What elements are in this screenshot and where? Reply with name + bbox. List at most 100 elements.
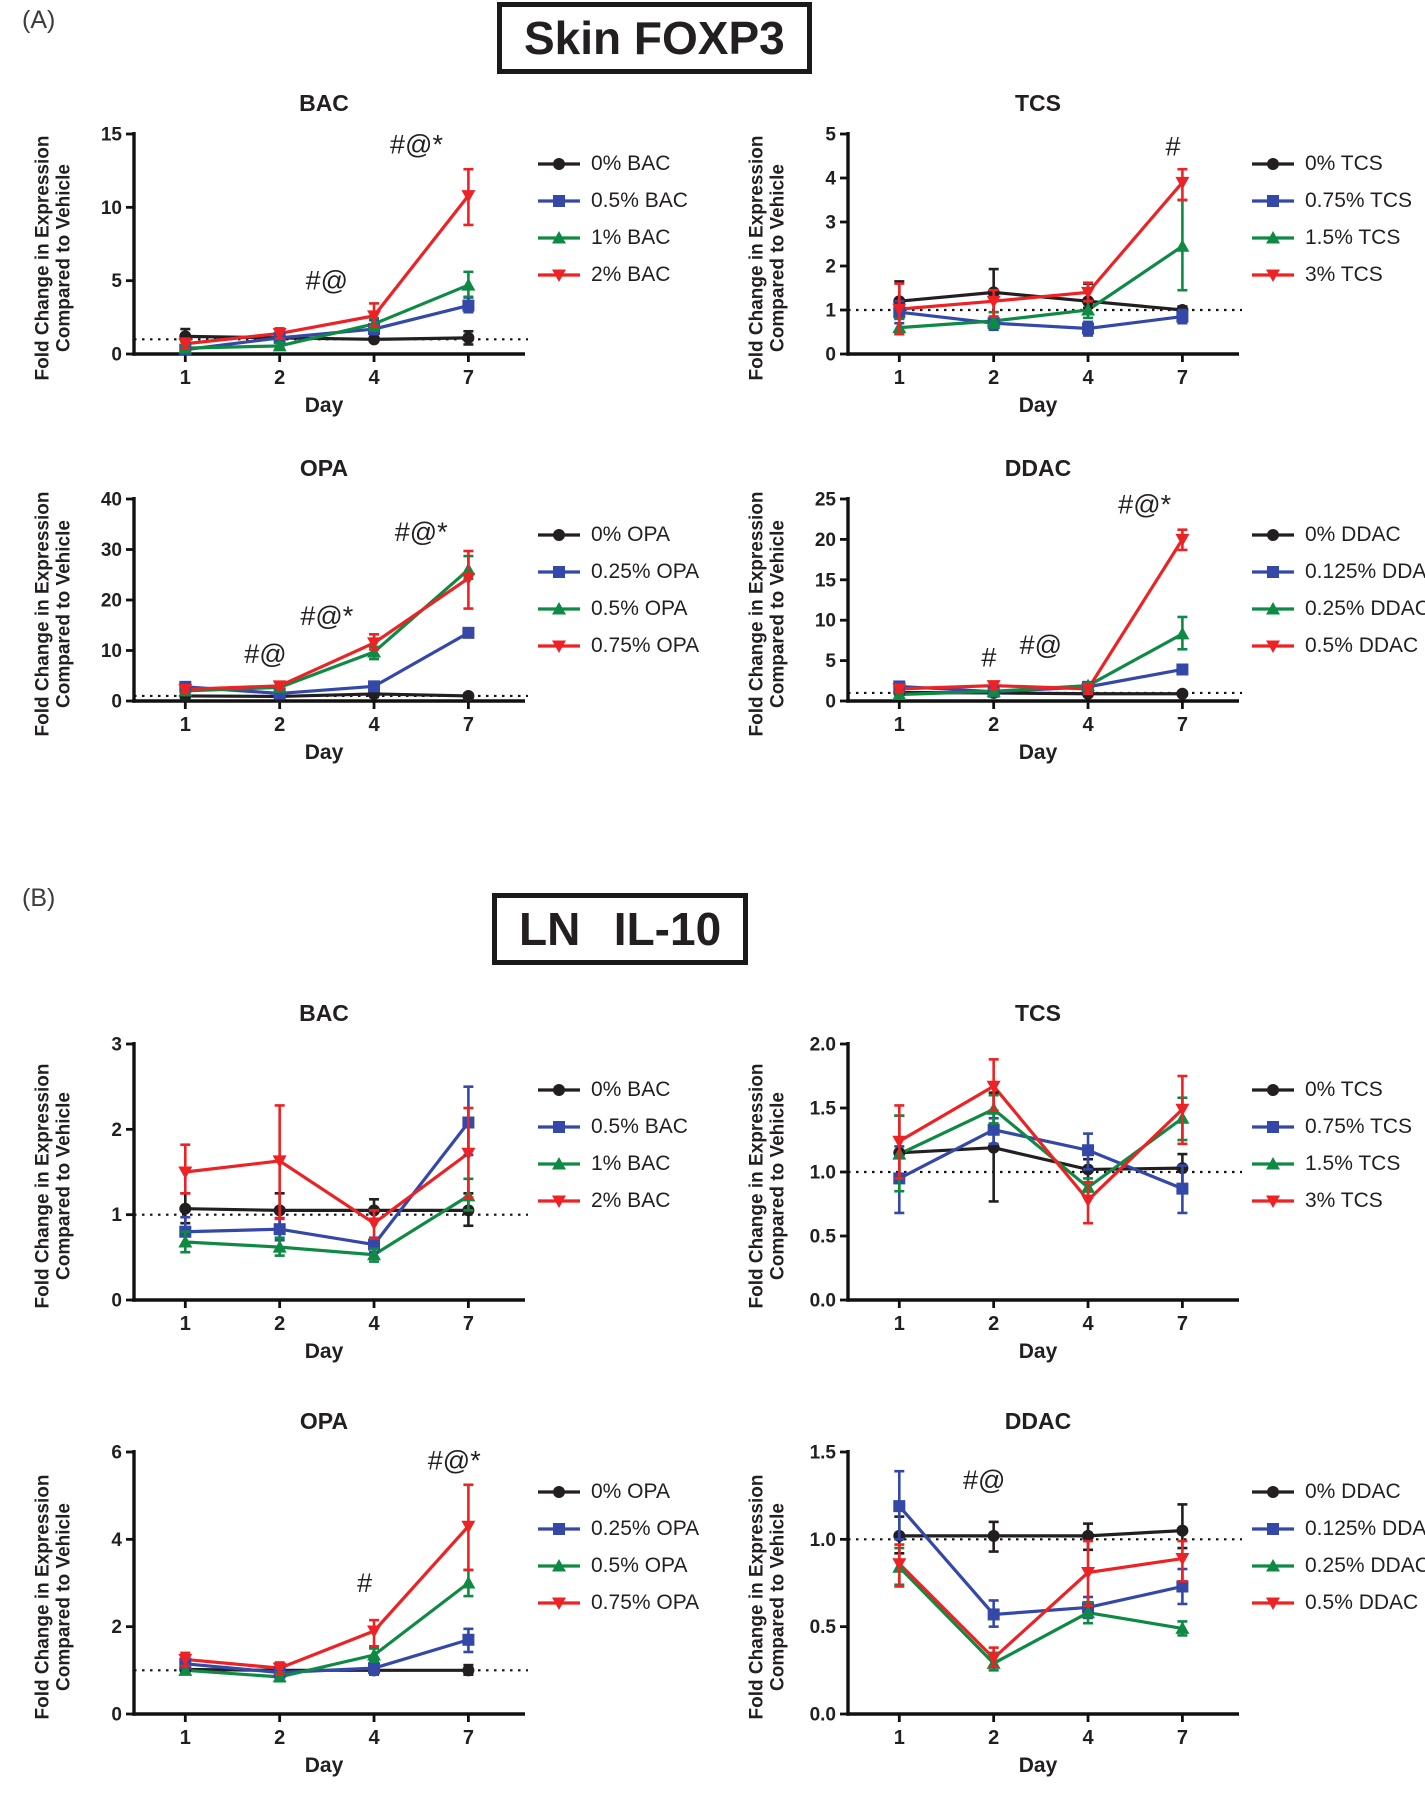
legend-item-2: 1% BAC: [536, 226, 688, 250]
legend-marker: [538, 269, 580, 282]
y-tick-label: 10: [101, 641, 122, 662]
legend-item-3: 3% TCS: [1250, 1189, 1412, 1213]
marker-triangle-down: [272, 327, 287, 341]
marker-square: [1267, 195, 1279, 207]
y-tick-label: 1.5: [810, 1443, 837, 1464]
y-tick-label: 20: [101, 591, 122, 612]
legend-item-2: 0.5% OPA: [536, 597, 699, 621]
legend-label: 0.125% DDAC: [1305, 1517, 1425, 1540]
marker-triangle-down: [1175, 533, 1190, 547]
legend-marker: [538, 231, 580, 244]
legend-marker: [538, 602, 580, 615]
marker-circle: [987, 1529, 1000, 1542]
marker-square: [1176, 310, 1189, 323]
x-tick-label: 7: [463, 1727, 474, 1749]
marker-triangle-up: [552, 1157, 566, 1170]
marker-triangle-down: [892, 303, 907, 317]
legend-marker: [1252, 1157, 1294, 1170]
legend-item-0: 0% TCS: [1250, 152, 1412, 176]
legend-marker: [538, 195, 580, 207]
legend-label: 0.5% OPA: [591, 597, 688, 620]
x-tick-label: 1: [180, 367, 191, 389]
marker-triangle-down: [1266, 1195, 1280, 1208]
legend-marker: [538, 640, 580, 653]
legend-label: 0.75% TCS: [1305, 1115, 1412, 1138]
marker-circle: [462, 331, 475, 344]
legend-label: 0% TCS: [1305, 152, 1383, 175]
marker-square: [1267, 1121, 1279, 1133]
marker-circle: [462, 1664, 475, 1677]
marker-triangle-down: [1175, 176, 1190, 190]
x-axis-label: Day: [1018, 741, 1058, 764]
y-tick-label: 5: [111, 271, 122, 292]
legend-marker: [1252, 1121, 1294, 1133]
y-tick-label: 2: [825, 257, 836, 278]
marker-circle: [553, 529, 565, 541]
legend-marker: [1252, 1523, 1294, 1535]
x-tick-label: 7: [1177, 1313, 1188, 1335]
y-tick-label: 10: [815, 611, 836, 632]
chart-skin-foxp3-bac: BAC Fold Change in Expression Compared to…: [28, 90, 708, 418]
panel-b-title: LN IL-10: [492, 893, 749, 965]
marker-triangle-down: [1081, 286, 1096, 300]
plot-area: 0.0 0.5 1.0 1.5 1 2 4 7 #@: [810, 1443, 1242, 1749]
legend-marker: [538, 529, 580, 541]
chart-title: TCS: [1015, 1000, 1061, 1026]
marker-triangle-up: [1175, 1621, 1190, 1634]
significance-annotation: #@: [963, 1465, 1005, 1495]
chart-title: OPA: [299, 455, 349, 481]
legend-label: 3% TCS: [1305, 263, 1383, 286]
legend-label: 0% BAC: [591, 1078, 671, 1101]
x-tick-label: 1: [894, 367, 905, 389]
legend-label: 0.25% DDAC: [1305, 597, 1425, 620]
marker-square: [462, 1633, 475, 1646]
legend-label: 1% BAC: [591, 1152, 671, 1175]
marker-circle: [462, 689, 475, 702]
marker-square: [1267, 566, 1279, 578]
legend-label: 3% TCS: [1305, 1189, 1383, 1212]
legend-marker: [1252, 640, 1294, 653]
marker-circle: [1176, 1524, 1189, 1537]
series-line: [899, 538, 1184, 691]
marker-triangle-up: [272, 1669, 287, 1683]
plot-area: 0 5 10 15 1 2 4 7 #@ #@*: [101, 125, 528, 389]
y-tick-label: 0: [825, 345, 836, 366]
legend-label: 0.5% BAC: [591, 189, 688, 212]
marker-triangle-down: [461, 190, 476, 203]
legend-label: 0.75% OPA: [591, 634, 700, 657]
marker-triangle-up: [1081, 303, 1096, 316]
series-line: [899, 244, 1184, 330]
marker-triangle-down: [552, 640, 566, 653]
legend-label: 0.25% OPA: [591, 560, 700, 583]
legend-item-1: 0.25% OPA: [536, 1517, 699, 1541]
marker-square: [1082, 1144, 1095, 1157]
marker-square: [368, 1662, 381, 1675]
legend-label: 0.5% DDAC: [1305, 1591, 1419, 1614]
legend-label: 0.25% DDAC: [1305, 1554, 1425, 1577]
legend-item-0: 0% OPA: [536, 523, 699, 547]
y-tick-label: 5: [825, 125, 836, 146]
legend: 0% DDAC 0.125% DDAC 0.25% DDAC 0.5% DDAC: [1250, 1480, 1425, 1756]
legend-item-2: 0.5% OPA: [536, 1554, 699, 1578]
y-tick-label: 6: [111, 1443, 122, 1464]
legend-marker: [1252, 269, 1294, 282]
legend-marker: [538, 1486, 580, 1498]
legend-item-3: 2% BAC: [536, 263, 688, 287]
marker-triangle-down: [178, 338, 193, 351]
significance-annotation: #@: [306, 266, 348, 296]
x-tick-label: 4: [368, 714, 380, 736]
significance-annotation: #: [1165, 131, 1180, 161]
legend-item-1: 0.125% DDAC: [1250, 1517, 1425, 1541]
marker-triangle-down: [1175, 1103, 1190, 1117]
marker-square: [273, 1223, 286, 1236]
y-tick-label: 0: [111, 345, 122, 366]
legend-marker: [1252, 158, 1294, 170]
legend: 0% OPA 0.25% OPA 0.5% OPA 0.75% OPA: [536, 1480, 699, 1756]
legend-item-0: 0% OPA: [536, 1480, 699, 1504]
y-tick-label: 3: [111, 1035, 122, 1056]
marker-triangle-down: [1266, 269, 1280, 282]
y-tick-label: 2: [111, 1120, 122, 1141]
x-tick-label: 7: [463, 1313, 474, 1335]
legend-item-3: 0.5% DDAC: [1250, 1591, 1425, 1615]
